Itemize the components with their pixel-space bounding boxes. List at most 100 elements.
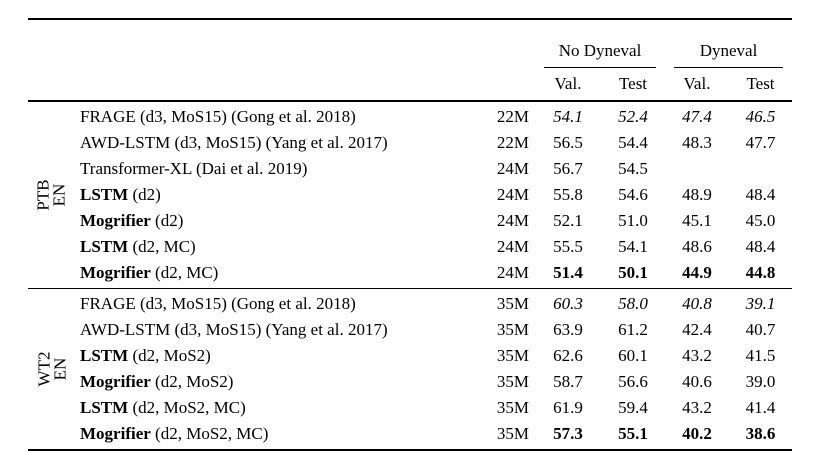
model-name-cell: AWD-LSTM (d3, MoS15) (Yang et al. 2017) <box>76 317 445 343</box>
dyneval-test-cell: 40.7 <box>745 320 776 339</box>
param-size-cell: 24M <box>496 185 529 204</box>
model-name-rest: (d2, MC) <box>128 237 196 256</box>
model-name-bold: LSTM <box>80 346 129 365</box>
no-dyneval-test-cell: 54.6 <box>618 185 648 204</box>
empty-header-cell <box>28 68 76 102</box>
dyneval-val-cell: 45.1 <box>682 211 712 230</box>
table-row: Mogrifier (d2, MC) 24M 51.4 50.1 44.9 44… <box>28 260 792 289</box>
model-name-rest: (d2) <box>150 211 184 230</box>
no-dyneval-val-cell: 60.3 <box>553 294 583 313</box>
dyneval-val-cell: 47.4 <box>682 107 712 126</box>
param-size-cell: 35M <box>496 424 529 443</box>
dyneval-underline <box>674 67 783 68</box>
no-dyneval-val-cell: 58.7 <box>553 372 583 391</box>
model-name-bold: LSTM <box>80 398 129 417</box>
rotated-dataset-label: PTB EN <box>34 179 69 211</box>
dyneval-test-cell: 45.0 <box>745 211 776 230</box>
empty-header-cell <box>76 19 445 68</box>
no-dyneval-test-cell: 54.1 <box>618 237 648 256</box>
param-size-cell: 24M <box>496 237 529 256</box>
empty-header-cell <box>28 19 76 68</box>
model-name-bold: Mogrifier <box>80 372 151 391</box>
table-header: No Dyneval Dyneval Val. Test Val. Test <box>28 19 792 102</box>
dyneval-val-cell: 48.9 <box>682 185 712 204</box>
model-name-cell: Mogrifier (d2, MoS2, MC) <box>76 421 445 450</box>
dyneval-test-cell: 46.5 <box>745 107 776 126</box>
dyneval-val-cell: 43.2 <box>682 346 712 365</box>
dyneval-test-cell: 41.4 <box>745 398 776 417</box>
table-row: Mogrifier (d2) 24M 52.1 51.0 45.1 45.0 <box>28 208 792 234</box>
model-name-rest: AWD-LSTM (d3, MoS15) (Yang et al. 2017) <box>80 320 388 339</box>
spanner-header-row: No Dyneval Dyneval <box>28 19 792 68</box>
no-dyneval-val-cell: 54.1 <box>553 107 583 126</box>
dyneval-test-cell: 38.6 <box>745 424 776 443</box>
no-dyneval-val-cell: 55.8 <box>553 185 583 204</box>
no-dyneval-test-cell: 51.0 <box>618 211 648 230</box>
model-name-bold: Mogrifier <box>80 424 151 443</box>
param-size-cell: 22M <box>496 133 529 152</box>
model-name-rest: (d2, MoS2) <box>128 346 211 365</box>
param-size-cell: 24M <box>496 263 529 282</box>
model-name-cell: Mogrifier (d2, MC) <box>76 260 445 289</box>
no-dyneval-val-cell: 51.4 <box>553 263 583 282</box>
no-dyneval-val-cell: 63.9 <box>553 320 583 339</box>
table-row: LSTM (d2, MC) 24M 55.5 54.1 48.6 48.4 <box>28 234 792 260</box>
table-row: LSTM (d2, MoS2) 35M 62.6 60.1 43.2 41.5 <box>28 343 792 369</box>
model-name-rest: (d2) <box>128 185 161 204</box>
dyneval-test-cell: 44.8 <box>745 263 776 282</box>
model-name-cell: Transformer-XL (Dai et al. 2019) <box>76 156 445 182</box>
dyneval-test-header: Test <box>729 68 792 102</box>
model-name-bold: Mogrifier <box>80 211 151 230</box>
model-name-cell: FRAGE (d3, MoS15) (Gong et al. 2018) <box>76 101 445 130</box>
dyneval-test-cell <box>729 156 792 182</box>
model-name-rest: FRAGE (d3, MoS15) (Gong et al. 2018) <box>80 294 356 313</box>
no-dyneval-test-cell: 56.6 <box>618 372 648 391</box>
dyneval-val-cell: 42.4 <box>682 320 712 339</box>
no-dyneval-test-header: Test <box>601 68 665 102</box>
model-name-cell: AWD-LSTM (d3, MoS15) (Yang et al. 2017) <box>76 130 445 156</box>
sub-header-row: Val. Test Val. Test <box>28 68 792 102</box>
dyneval-test-cell: 41.5 <box>745 346 776 365</box>
dyneval-header-label: Dyneval <box>699 41 758 60</box>
table-row: LSTM (d2) 24M 55.8 54.6 48.9 48.4 <box>28 182 792 208</box>
dyneval-test-cell: 48.4 <box>745 237 776 256</box>
no-dyneval-test-cell: 59.4 <box>618 398 648 417</box>
model-name-cell: LSTM (d2) <box>76 182 445 208</box>
empty-header-cell <box>445 68 535 102</box>
model-name-rest: (d2, MoS2, MC) <box>150 424 269 443</box>
no-dyneval-test-cell: 54.5 <box>618 159 648 178</box>
param-size-cell: 35M <box>496 372 529 391</box>
table-row: AWD-LSTM (d3, MoS15) (Yang et al. 2017) … <box>28 130 792 156</box>
no-dyneval-test-cell: 61.2 <box>618 320 648 339</box>
dyneval-val-cell: 40.8 <box>682 294 712 313</box>
param-size-cell: 24M <box>496 211 529 230</box>
table-row: Mogrifier (d2, MoS2, MC) 35M 57.3 55.1 4… <box>28 421 792 450</box>
rotated-dataset-label: WT2 EN <box>34 351 69 387</box>
no-dyneval-test-cell: 55.1 <box>618 424 648 443</box>
empty-header-cell <box>445 19 535 68</box>
row-group-label: WT2 EN <box>28 289 76 451</box>
dyneval-val-cell: 43.2 <box>682 398 712 417</box>
table-row: PTB EN FRAGE (d3, MoS15) (Gong et al. 2018… <box>28 101 792 211</box>
model-name-cell: FRAGE (d3, MoS15) (Gong et al. 2018) <box>76 289 445 318</box>
param-size-cell: 24M <box>496 159 529 178</box>
results-table-wrapper: No Dyneval Dyneval Val. Test Val. Test P… <box>28 18 792 451</box>
no-dyneval-val-header: Val. <box>535 68 601 102</box>
no-dyneval-val-cell: 61.9 <box>553 398 583 417</box>
table-row: WT2 EN FRAGE (d3, MoS15) (Gong et al. 2018… <box>28 289 792 386</box>
row-group-label: PTB EN <box>28 101 76 289</box>
model-name-rest: Transformer-XL (Dai et al. 2019) <box>80 159 308 178</box>
wt2-section: WT2 EN FRAGE (d3, MoS15) (Gong et al. 2018… <box>28 289 792 451</box>
no-dyneval-val-cell: 57.3 <box>553 424 583 443</box>
dyneval-test-cell: 39.0 <box>745 372 776 391</box>
dyneval-header: Dyneval <box>665 19 792 68</box>
param-size-cell: 35M <box>496 294 529 313</box>
model-name-bold: Mogrifier <box>80 263 151 282</box>
no-dyneval-val-cell: 56.7 <box>553 159 583 178</box>
model-name-cell: Mogrifier (d2) <box>76 208 445 234</box>
param-size-cell: 22M <box>496 107 529 126</box>
dyneval-test-cell: 48.4 <box>745 185 776 204</box>
dyneval-test-cell: 39.1 <box>745 294 776 313</box>
dyneval-test-cell: 47.7 <box>745 133 776 152</box>
table-row: Transformer-XL (Dai et al. 2019) 24M 56.… <box>28 156 792 182</box>
